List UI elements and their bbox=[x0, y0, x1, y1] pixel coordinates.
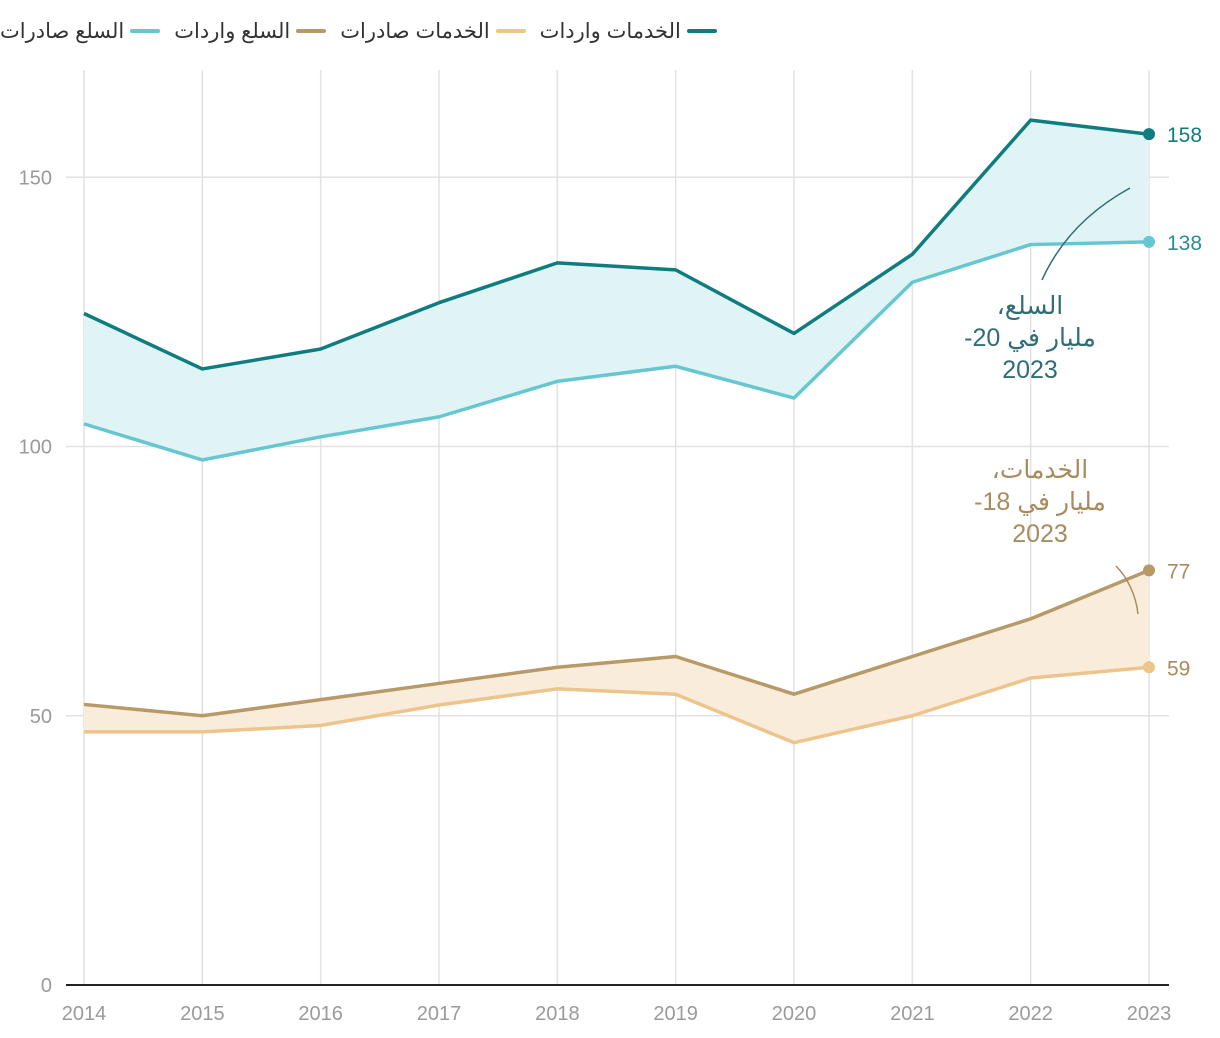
legend-item-services-exports: الخدمات صادرات bbox=[340, 14, 526, 48]
end-label-services_imports: 77 bbox=[1167, 560, 1190, 583]
goods-annotation: السلع، مليار في 20- 2023 bbox=[935, 290, 1125, 386]
series-line-services_exports bbox=[84, 665, 1150, 745]
end-label-goods_exports: 138 bbox=[1167, 232, 1202, 255]
legend-label-services-exports: الخدمات صادرات bbox=[340, 19, 490, 43]
end-point-services_exports bbox=[1143, 661, 1155, 674]
end-label-goods_imports: 158 bbox=[1167, 124, 1202, 147]
x-tick-label-2015: 2015 bbox=[180, 1003, 225, 1025]
series-line-goods_imports bbox=[83, 118, 1150, 371]
band-layer bbox=[84, 120, 1149, 743]
end-point-goods_imports bbox=[1143, 128, 1155, 141]
goods-annotation-line1: السلع، bbox=[996, 292, 1064, 320]
x-tick-label-2021: 2021 bbox=[890, 1003, 935, 1025]
goods-annotation-line3: 2023 bbox=[1002, 356, 1058, 384]
y-tick-label-100: 100 bbox=[19, 437, 52, 459]
grid-layer bbox=[66, 70, 1169, 985]
x-tick-label-2020: 2020 bbox=[772, 1003, 817, 1025]
goods-annotation-leader bbox=[1041, 187, 1131, 281]
x-tick-label-2014: 2014 bbox=[62, 1003, 107, 1025]
services-annotation-leader bbox=[1115, 565, 1139, 615]
x-tick-label-2018: 2018 bbox=[535, 1003, 580, 1025]
x-tick-label-2022: 2022 bbox=[1008, 1003, 1053, 1025]
x-tick-label-2023: 2023 bbox=[1127, 1003, 1172, 1025]
legend-swatch-services-exports bbox=[495, 29, 526, 33]
axis-layer: 0 50 100 150 2014 2015 2016 2017 2018 2019 2020 202… bbox=[19, 167, 1172, 1025]
y-tick-label-50: 50 bbox=[30, 706, 52, 728]
legend-label-services-imports: الخدمات واردات bbox=[539, 19, 681, 43]
line-layer bbox=[83, 118, 1155, 745]
label-layer: 158 138 77 59 bbox=[1167, 124, 1202, 680]
services-annotation-line2: مليار في 18- bbox=[974, 488, 1106, 516]
end-point-goods_exports bbox=[1143, 235, 1155, 248]
legend-swatch-goods-imports bbox=[296, 29, 327, 33]
legend-item-goods-imports: السلع واردات bbox=[174, 14, 327, 48]
series-line-goods_exports bbox=[83, 240, 1150, 462]
goods-annotation-line2: مليار في 20- bbox=[964, 324, 1096, 352]
x-tick-label-2019: 2019 bbox=[653, 1003, 698, 1025]
services-annotation: الخدمات، مليار في 18- 2023 bbox=[945, 454, 1135, 550]
band-goods_imports-goods_exports bbox=[84, 120, 1149, 460]
legend-item-services-imports: الخدمات واردات bbox=[540, 14, 717, 48]
x-tick-label-2016: 2016 bbox=[298, 1003, 343, 1025]
x-tick-label-2017: 2017 bbox=[417, 1003, 462, 1025]
services-annotation-line1: الخدمات، bbox=[991, 456, 1089, 484]
legend-label-goods-exports: السلع صادرات bbox=[0, 19, 125, 43]
legend-item-goods-exports: السلع صادرات bbox=[0, 14, 161, 48]
legend-swatch-goods-exports bbox=[130, 29, 161, 33]
y-tick-label-0: 0 bbox=[41, 975, 52, 997]
series-line-services_imports bbox=[83, 568, 1150, 718]
band-services_imports-services_exports bbox=[84, 570, 1149, 743]
y-tick-label-150: 150 bbox=[19, 167, 52, 189]
legend-swatch-services-imports bbox=[686, 29, 717, 33]
services-annotation-line3: 2023 bbox=[1012, 520, 1068, 548]
chart-legend: الخدمات واردات الخدمات صادرات السلع وارد… bbox=[0, 14, 1220, 48]
end-label-services_exports: 59 bbox=[1167, 657, 1190, 680]
legend-label-goods-imports: السلع واردات bbox=[174, 19, 291, 43]
end-point-services_imports bbox=[1143, 564, 1155, 577]
